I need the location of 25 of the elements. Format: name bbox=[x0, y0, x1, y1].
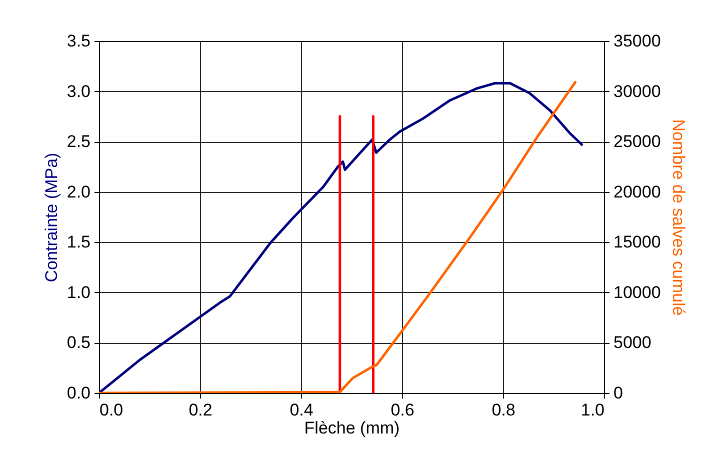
y2-tick-label: 35000 bbox=[614, 32, 661, 50]
y-axis-title: Contrainte (MPa) bbox=[42, 152, 61, 282]
y-tick-label: 3.5 bbox=[66, 32, 90, 50]
y-tick-label: 3.0 bbox=[66, 82, 90, 101]
y-tick-label: 2.0 bbox=[66, 182, 90, 202]
y2-axis-title: Nombre de salves cumulé bbox=[668, 119, 688, 316]
x-tick-label: 0.0 bbox=[100, 400, 124, 420]
y2-tick-label: 5000 bbox=[614, 333, 652, 352]
y-tick-label: 1.0 bbox=[66, 282, 90, 302]
y-tick-label: 0.5 bbox=[66, 333, 90, 352]
y2-tick-label: 0 bbox=[614, 384, 623, 402]
y2-tick-label: 30000 bbox=[614, 82, 661, 101]
x-tick-label: 0.8 bbox=[492, 400, 516, 420]
y-tick-label: 2.5 bbox=[66, 132, 90, 152]
x-axis-title: Flèche (mm) bbox=[304, 418, 400, 438]
y2-tick-label: 25000 bbox=[614, 132, 661, 152]
y2-tick-label: 15000 bbox=[614, 232, 661, 252]
y2-tick-label: 20000 bbox=[614, 182, 661, 202]
y-tick-label: 1.5 bbox=[66, 232, 90, 252]
x-tick-label: 0.4 bbox=[290, 400, 314, 420]
y-tick-label: 0.0 bbox=[66, 384, 90, 402]
x-tick-label: 0.2 bbox=[188, 400, 212, 420]
x-tick-label: 1.0 bbox=[580, 400, 604, 420]
x-tick-label: 0.6 bbox=[390, 400, 414, 420]
y2-tick-label: 10000 bbox=[614, 282, 661, 302]
